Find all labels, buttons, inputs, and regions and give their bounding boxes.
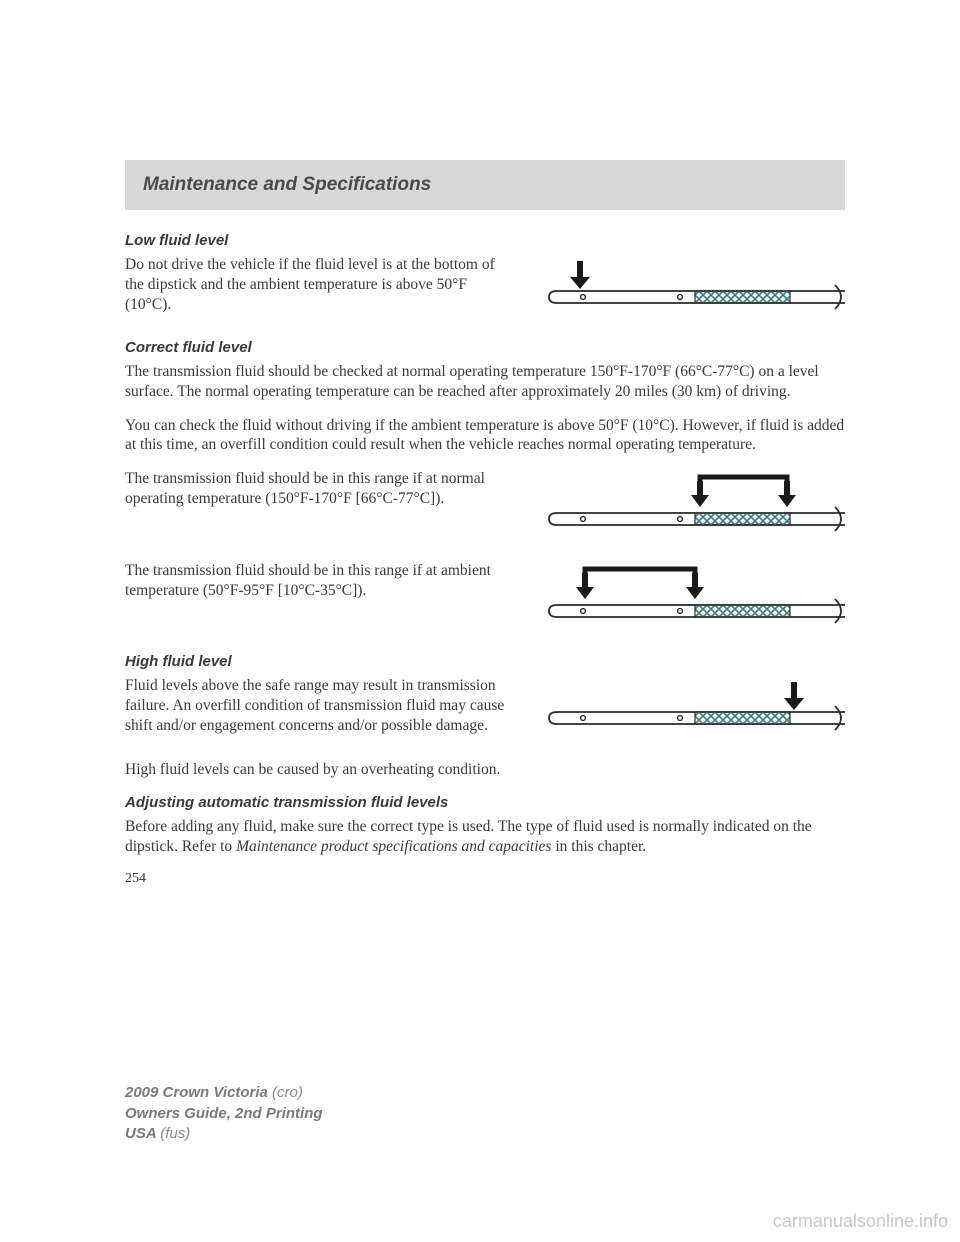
high-p1: Fluid levels above the safe range may re… [125, 676, 517, 735]
footer-l2: Owners Guide, 2nd Printing [125, 1104, 323, 1124]
low-text: Do not drive the vehicle if the fluid le… [125, 255, 517, 314]
section-header-title: Maintenance and Specifications [143, 174, 827, 196]
footer-l1a: 2009 Crown Victoria [125, 1084, 272, 1101]
adjust-heading: Adjusting automatic transmission fluid l… [125, 794, 845, 811]
watermark: carmanualsonline.info [773, 1211, 948, 1232]
low-row: Do not drive the vehicle if the fluid le… [125, 255, 845, 325]
correct-row-a: The transmission fluid should be in this… [125, 469, 845, 547]
low-heading: Low fluid level [125, 232, 845, 249]
adjust-p1c: in this chapter. [551, 838, 646, 855]
correct-row-b: The transmission fluid should be in this… [125, 561, 845, 639]
correct-p3: The transmission fluid should be in this… [125, 469, 517, 509]
high-p2: High fluid levels can be caused by an ov… [125, 760, 845, 780]
footer-l3b: (fus) [160, 1125, 190, 1142]
high-heading: High fluid level [125, 653, 845, 670]
section-header-bar: Maintenance and Specifications [125, 160, 845, 210]
correct-p2: You can check the fluid without driving … [125, 416, 845, 456]
adjust-p1b: Maintenance product specifications and c… [236, 838, 551, 855]
footer-l3a: USA [125, 1125, 160, 1142]
doc-footer: 2009 Crown Victoria (cro) Owners Guide, … [125, 1083, 323, 1144]
dipstick-high [535, 676, 845, 746]
page-number: 254 [125, 871, 845, 887]
dipstick-normal-temp [535, 469, 845, 547]
adjust-p1: Before adding any fluid, make sure the c… [125, 817, 845, 857]
dipstick-low [535, 255, 845, 325]
footer-l1b: (cro) [272, 1084, 303, 1101]
correct-p4: The transmission fluid should be in this… [125, 561, 517, 601]
correct-heading: Correct fluid level [125, 339, 845, 356]
correct-p1: The transmission fluid should be checked… [125, 362, 845, 402]
dipstick-ambient-temp [535, 561, 845, 639]
high-row: Fluid levels above the safe range may re… [125, 676, 845, 746]
page-content: Maintenance and Specifications Low fluid… [0, 0, 960, 887]
